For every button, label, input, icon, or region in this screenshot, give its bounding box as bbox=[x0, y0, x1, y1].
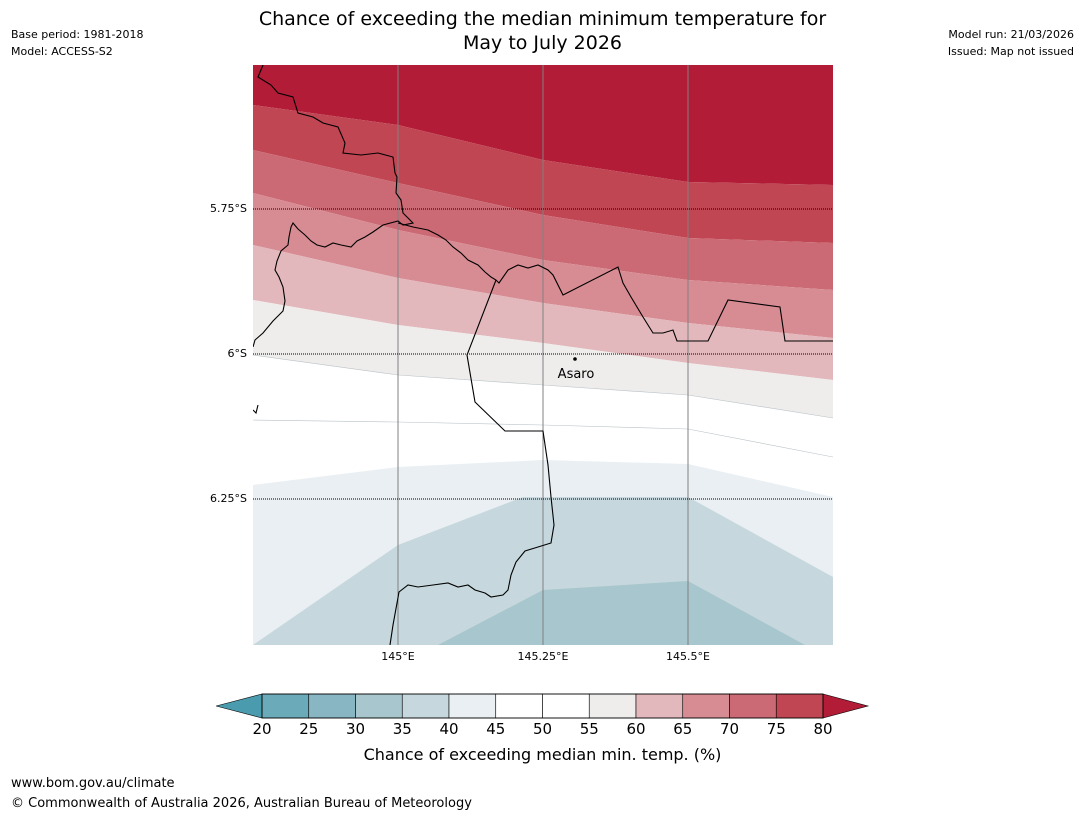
boundary-fragment bbox=[253, 404, 259, 415]
probability-map: Asaro bbox=[253, 65, 833, 645]
colorbar-tick-label: 70 bbox=[719, 720, 740, 738]
lat-label-6-25s: 6.25°S bbox=[210, 492, 247, 505]
colorbar-label: Chance of exceeding median min. temp. (%… bbox=[363, 745, 722, 764]
map-title: Chance of exceeding the median minimum t… bbox=[0, 7, 1085, 55]
footer-url: www.bom.gov.au/climate bbox=[11, 776, 175, 791]
lon-label-145-5e: 145.5°E bbox=[666, 650, 710, 663]
base-period: Base period: 1981-2018 bbox=[11, 28, 144, 41]
colorbar-tick-label: 55 bbox=[579, 720, 599, 738]
asaro-label: Asaro bbox=[558, 367, 595, 382]
colorbar-tick-label: 75 bbox=[766, 720, 786, 738]
lon-label-145-25e: 145.25°E bbox=[517, 650, 569, 663]
colorbar-segment bbox=[775, 693, 824, 719]
colorbar-segment bbox=[448, 693, 497, 719]
colorbar-segment bbox=[401, 693, 450, 719]
colorbar-tick-label: 30 bbox=[345, 720, 366, 738]
map-frame: Asaro bbox=[253, 65, 833, 645]
header-right: Model run: 21/03/2026 Issued: Map not is… bbox=[948, 26, 1074, 60]
colorbar-tick-label: 65 bbox=[673, 720, 693, 738]
footer-copyright: © Commonwealth of Australia 2026, Austra… bbox=[11, 796, 472, 811]
boundary-south bbox=[389, 279, 555, 645]
model-name: Model: ACCESS-S2 bbox=[11, 45, 113, 58]
lat-label-6s: 6°S bbox=[227, 347, 247, 360]
colorbar-tick-label: 35 bbox=[392, 720, 412, 738]
asaro-marker bbox=[573, 357, 577, 361]
colorbar-segment bbox=[588, 693, 637, 719]
colorbar-tick-label: 40 bbox=[439, 720, 459, 738]
colorbar-tick-label: 50 bbox=[532, 720, 553, 738]
issued-status: Issued: Map not issued bbox=[947, 45, 1074, 58]
colorbar-tick-label: 20 bbox=[252, 720, 272, 738]
colorbar-segment bbox=[355, 693, 403, 719]
lat-label-5-75s: 5.75°S bbox=[210, 202, 247, 215]
colorbar-tick-label: 80 bbox=[813, 720, 833, 738]
colorbar-segment bbox=[261, 693, 310, 719]
colorbar-tick-label: 45 bbox=[486, 720, 506, 738]
colorbar-segment bbox=[308, 693, 356, 719]
band-30-35 bbox=[438, 581, 805, 645]
province-boundaries bbox=[253, 65, 833, 645]
header-left: Base period: 1981-2018 Model: ACCESS-S2 bbox=[11, 26, 143, 60]
boundary-west bbox=[253, 65, 415, 348]
colorbar-segments bbox=[261, 693, 824, 719]
colorbar-tick-label: 60 bbox=[626, 720, 646, 738]
colorbar-outline bbox=[261, 693, 824, 719]
colorbar-segment bbox=[495, 693, 543, 719]
colorbar-segment bbox=[635, 693, 684, 719]
boundary-north bbox=[397, 222, 833, 342]
colorbar-segment bbox=[542, 693, 590, 719]
colorbar bbox=[216, 693, 870, 719]
model-run: Model run: 21/03/2026 bbox=[948, 28, 1074, 41]
title-line-1: Chance of exceeding the median minimum t… bbox=[258, 8, 827, 30]
colorbar-segment bbox=[729, 693, 777, 719]
colorbar-tick-label: 25 bbox=[299, 720, 319, 738]
title-line-2: May to July 2026 bbox=[463, 32, 622, 54]
colorbar-high-arrow bbox=[822, 693, 870, 719]
lon-label-145e: 145°E bbox=[381, 650, 415, 663]
colorbar-segment bbox=[682, 693, 730, 719]
colorbar-low-arrow bbox=[216, 693, 263, 719]
